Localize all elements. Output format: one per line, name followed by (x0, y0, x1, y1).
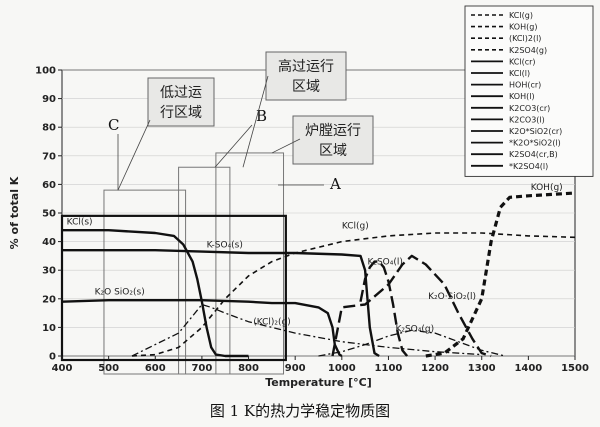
curve-label-kcl-g: KCl(g) (342, 222, 369, 232)
leader-b (214, 124, 253, 168)
leader-b2 (242, 75, 269, 168)
y-tick-label: 40 (42, 237, 56, 248)
x-tick-label: 1400 (514, 363, 542, 374)
region-letter-c: C (108, 116, 119, 134)
leader-c2 (117, 119, 151, 191)
legend: KCl(g) KOH(g) (KCl)2(l) K2SO4(g) KCl(cr) KCl(… (464, 5, 594, 177)
y-tick-label: 50 (42, 209, 56, 220)
legend-item-label: KCl(cr) (509, 57, 536, 66)
y-axis-label: % of total K (8, 176, 21, 249)
y-tick-label: 20 (42, 294, 56, 305)
legend-item-label: K2SO4(cr,B) (509, 150, 558, 159)
curve-label-k-o-sio-l: K₂O·SiO₂(l) (428, 292, 476, 302)
curve-labels: KCl(s) K-SO₄(s) K₂O SiO₂(s) KCl(g) K₂SO₄(l) K… (67, 183, 563, 335)
y-tick-label: 70 (42, 151, 56, 162)
series-koh-g (425, 191, 576, 358)
legend-item-label: K2CO3(cr) (509, 104, 550, 113)
curve-label-k-so-l: K₂SO₄(l) (367, 257, 402, 267)
axes: 400 500 600 700 800 900 1000 1100 1200 1300 1400 15… (8, 66, 589, 390)
curve-label-k-o-sio-s: K₂O SiO₂(s) (95, 288, 145, 298)
y-tick-label: 0 (49, 352, 56, 363)
legend-item-label: K2O*SiO2(cr) (509, 127, 562, 136)
series-kcl-g (131, 232, 576, 357)
x-tick-label: 1000 (328, 363, 356, 374)
curve-label-koh-g: KOH(g) (531, 183, 563, 193)
y-tick-label: 10 (42, 323, 56, 334)
legend-item-label: HOH(cr) (509, 81, 541, 90)
region-letter-b: B (256, 107, 267, 125)
region-b-label: 高过运行 (278, 58, 334, 75)
region-b-callout (265, 51, 347, 101)
legend-item-label: (KCl)2(l) (509, 34, 541, 43)
region-letter-a: A (329, 175, 341, 193)
legend-item-label: K2CO3(l) (509, 115, 545, 124)
legend-item-label: KOH(g) (509, 23, 537, 32)
region-c-frame (103, 189, 187, 375)
x-tick-label: 1500 (561, 363, 589, 374)
curve-label-k-so-s: K-SO₄(s) (207, 240, 243, 250)
region-a-callout (292, 115, 374, 165)
region-c-label: 行区域 (160, 105, 202, 121)
y-tick-label: 80 (42, 123, 56, 134)
series-k2o-sio2-l (331, 254, 492, 358)
series-kcl-s (62, 228, 249, 358)
legend-item-label: KCl(l) (509, 69, 530, 78)
x-tick-label: 500 (98, 363, 119, 374)
legend-item-label: KCl(g) (509, 11, 533, 20)
region-b-frame (178, 166, 231, 375)
legend-item-label: K2SO4(g) (509, 46, 547, 55)
y-tick-label: 60 (42, 180, 56, 191)
legend-item-label: *K2O*SiO2(l) (509, 139, 561, 148)
legend-box (464, 5, 594, 177)
leader-a-callout (271, 138, 301, 154)
x-tick-label: 700 (191, 363, 212, 374)
x-tick-label: 1300 (468, 363, 496, 374)
region-a-label: 炉膛运行 (305, 123, 361, 139)
legend-item-label: *K2SO4(l) (509, 162, 548, 171)
series-k2so4-l (359, 260, 409, 357)
region-a-label: 区域 (319, 143, 347, 159)
y-tick-label: 30 (42, 266, 56, 277)
curve-label-kcl-s: KCl(s) (67, 217, 93, 227)
series-kcl-2-g (131, 303, 482, 357)
data-series (61, 191, 576, 358)
curve-label-kcl-g: (KCl)₂(g) (253, 318, 291, 328)
legend-item-label: KOH(l) (509, 92, 535, 101)
region-b-label: 区域 (292, 79, 320, 95)
y-tick-label: 90 (42, 94, 56, 105)
region-c-callout (147, 77, 215, 127)
highlight-frame (60, 214, 287, 362)
x-tick-label: 400 (52, 363, 73, 374)
curve-label-k-so-g: K₂SO₄(g) (395, 325, 434, 335)
x-axis-label: Temperature [°C] (265, 376, 372, 389)
figure-caption: 图 1 K的热力学稳定物质图 (209, 402, 391, 420)
x-tick-label: 1100 (375, 363, 403, 374)
series-k2so4-g (318, 329, 506, 357)
x-tick-label: 800 (238, 363, 259, 374)
y-tick-label: 100 (35, 66, 56, 77)
x-tick-label: 1200 (421, 363, 449, 374)
region-c-label: 低过运 (160, 85, 202, 101)
x-tick-label: 900 (285, 363, 306, 374)
x-tick-label: 600 (145, 363, 166, 374)
series-k-so4-s (62, 248, 380, 358)
region-a-frame (215, 152, 285, 375)
